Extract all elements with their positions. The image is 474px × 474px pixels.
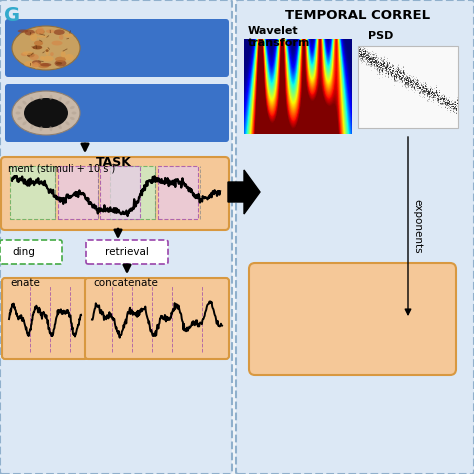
Ellipse shape — [31, 62, 40, 67]
FancyBboxPatch shape — [249, 263, 456, 375]
Ellipse shape — [65, 121, 70, 125]
Ellipse shape — [33, 46, 41, 49]
Ellipse shape — [59, 35, 64, 40]
Text: TASK: TASK — [96, 156, 132, 169]
Ellipse shape — [22, 121, 27, 125]
Ellipse shape — [40, 63, 51, 66]
Ellipse shape — [16, 111, 20, 115]
Ellipse shape — [54, 29, 65, 35]
Ellipse shape — [46, 48, 49, 55]
Ellipse shape — [55, 60, 66, 67]
Ellipse shape — [65, 54, 74, 61]
Ellipse shape — [49, 126, 53, 131]
Ellipse shape — [31, 46, 43, 49]
Ellipse shape — [72, 111, 76, 115]
Ellipse shape — [37, 27, 44, 34]
Ellipse shape — [70, 106, 75, 109]
Text: G: G — [4, 6, 20, 25]
Ellipse shape — [34, 63, 38, 69]
Ellipse shape — [18, 29, 28, 33]
Ellipse shape — [25, 30, 35, 36]
Ellipse shape — [58, 97, 62, 101]
Ellipse shape — [22, 51, 34, 55]
Ellipse shape — [58, 125, 62, 129]
Ellipse shape — [37, 36, 48, 37]
Text: ding: ding — [12, 247, 35, 257]
Ellipse shape — [40, 56, 44, 60]
Ellipse shape — [46, 49, 49, 52]
Text: ment (stimuli + 10 s ): ment (stimuli + 10 s ) — [8, 163, 115, 173]
Text: TEMPORAL CORREL: TEMPORAL CORREL — [285, 9, 430, 22]
FancyBboxPatch shape — [1, 157, 229, 230]
Text: Wavelet
transform: Wavelet transform — [248, 26, 310, 47]
Bar — [158, 166, 198, 219]
Bar — [10, 166, 55, 219]
Ellipse shape — [12, 91, 80, 135]
Ellipse shape — [27, 53, 35, 57]
Ellipse shape — [24, 61, 35, 67]
Ellipse shape — [30, 97, 34, 101]
FancyBboxPatch shape — [2, 278, 88, 359]
Bar — [110, 166, 155, 219]
FancyBboxPatch shape — [236, 0, 474, 474]
FancyBboxPatch shape — [85, 278, 229, 359]
Ellipse shape — [61, 51, 66, 57]
Ellipse shape — [22, 101, 27, 105]
Ellipse shape — [52, 41, 63, 46]
Ellipse shape — [38, 63, 49, 68]
Ellipse shape — [21, 53, 27, 56]
FancyBboxPatch shape — [86, 240, 168, 264]
Ellipse shape — [34, 41, 43, 46]
Text: PSD: PSD — [368, 31, 393, 41]
Ellipse shape — [55, 57, 66, 62]
Bar — [58, 166, 98, 219]
Ellipse shape — [30, 33, 37, 41]
Bar — [358, 46, 458, 128]
Text: enate: enate — [10, 278, 40, 288]
Ellipse shape — [35, 29, 45, 35]
Ellipse shape — [24, 98, 68, 128]
Polygon shape — [228, 170, 260, 214]
Ellipse shape — [40, 126, 43, 131]
Ellipse shape — [56, 62, 62, 64]
FancyBboxPatch shape — [5, 19, 229, 77]
Ellipse shape — [29, 54, 39, 60]
Ellipse shape — [49, 95, 53, 100]
Ellipse shape — [17, 106, 22, 109]
Text: concatenate: concatenate — [93, 278, 158, 288]
Ellipse shape — [50, 52, 54, 56]
Ellipse shape — [17, 117, 22, 120]
FancyBboxPatch shape — [0, 240, 62, 264]
Ellipse shape — [70, 117, 75, 120]
Text: exponents: exponents — [412, 199, 422, 253]
Text: retrieval: retrieval — [105, 247, 149, 257]
Ellipse shape — [12, 26, 80, 70]
Ellipse shape — [30, 125, 34, 129]
Ellipse shape — [33, 45, 42, 49]
FancyBboxPatch shape — [5, 84, 229, 142]
Ellipse shape — [42, 56, 54, 62]
Ellipse shape — [64, 34, 73, 37]
Ellipse shape — [40, 95, 43, 100]
FancyBboxPatch shape — [0, 0, 232, 474]
Ellipse shape — [32, 60, 41, 65]
Ellipse shape — [46, 29, 55, 33]
Bar — [100, 166, 140, 219]
Ellipse shape — [65, 101, 70, 105]
